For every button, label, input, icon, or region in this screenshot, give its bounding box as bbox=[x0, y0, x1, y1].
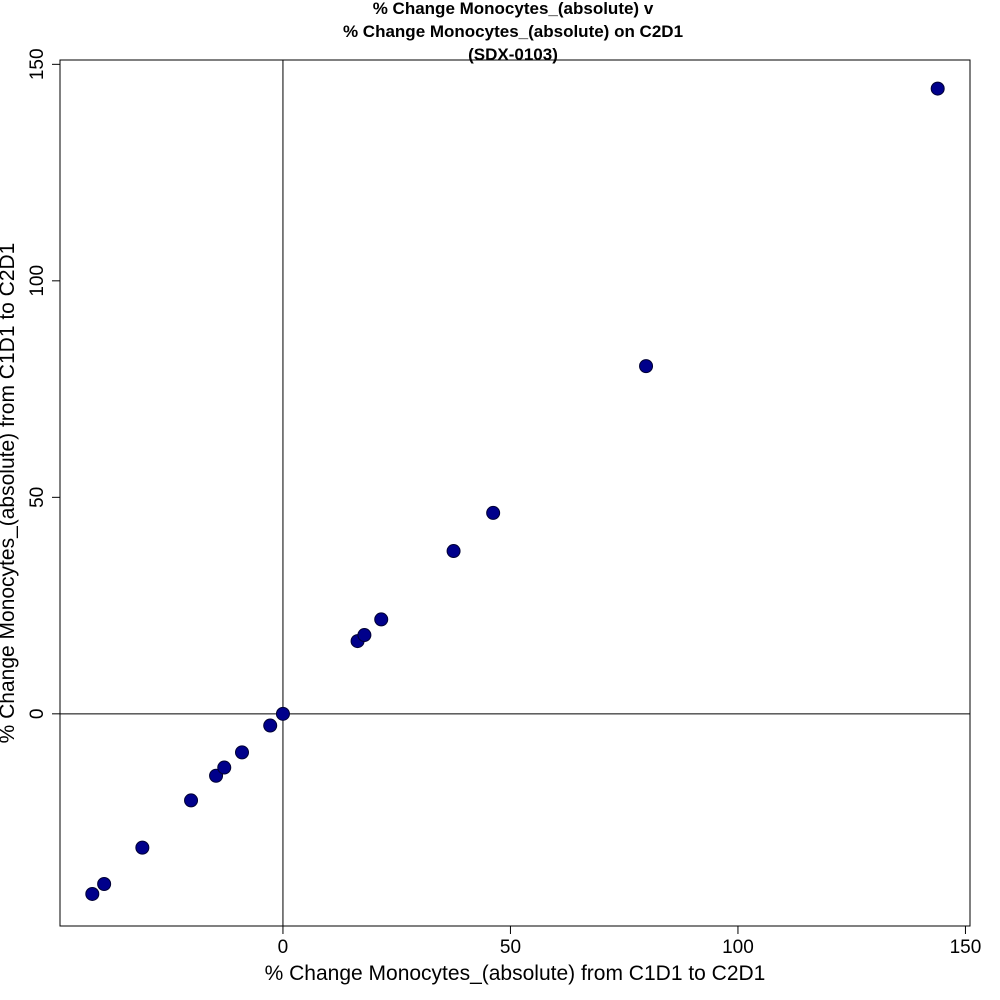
y-axis-ticks: 0 50 100 150 bbox=[27, 48, 60, 719]
y-tick-label: 50 bbox=[27, 487, 48, 508]
x-tick-label: 0 bbox=[278, 937, 289, 958]
data-point bbox=[486, 505, 501, 520]
data-point bbox=[263, 718, 278, 733]
data-point bbox=[97, 876, 112, 891]
data-point bbox=[184, 793, 199, 808]
chart-title-line-2: % Change Monocytes_(absolute) on C2D1 bbox=[343, 22, 683, 41]
data-point bbox=[217, 760, 232, 775]
data-point bbox=[275, 706, 290, 721]
data-point bbox=[930, 81, 945, 96]
data-point bbox=[639, 359, 654, 374]
y-tick-label: 0 bbox=[27, 709, 48, 720]
x-tick-label: 50 bbox=[500, 937, 521, 958]
x-tick-label: 150 bbox=[950, 937, 982, 958]
data-points bbox=[85, 81, 945, 901]
data-point bbox=[235, 745, 249, 760]
y-tick-label: 100 bbox=[27, 265, 48, 297]
chart-title-line-1: % Change Monocytes_(absolute) v bbox=[373, 0, 654, 18]
y-axis-label: % Change Monocytes_(absolute) from C1D1 … bbox=[0, 243, 19, 744]
data-point bbox=[374, 612, 389, 627]
x-axis-ticks: 0 50 100 150 bbox=[278, 926, 982, 958]
chart-title: % Change Monocytes_(absolute) v % Change… bbox=[343, 0, 683, 64]
data-point bbox=[446, 544, 461, 559]
data-point bbox=[209, 768, 224, 783]
data-point bbox=[135, 840, 150, 855]
y-tick-label: 150 bbox=[27, 48, 48, 80]
data-point bbox=[85, 886, 100, 901]
x-axis-label: % Change Monocytes_(absolute) from C1D1 … bbox=[265, 962, 766, 985]
chart-title-line-3: (SDX-0103) bbox=[468, 45, 558, 64]
data-point bbox=[357, 628, 372, 643]
x-tick-label: 100 bbox=[722, 937, 754, 958]
plot-frame bbox=[59, 59, 971, 927]
